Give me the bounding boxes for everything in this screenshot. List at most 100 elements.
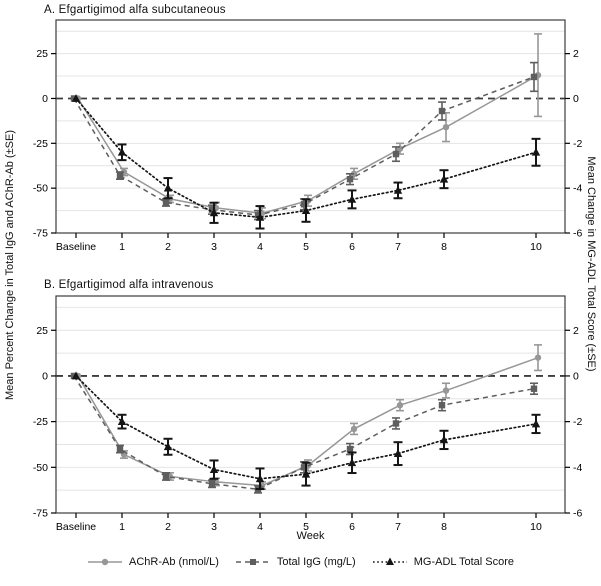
data-point <box>393 449 403 458</box>
achr-line-circle-icon <box>88 558 122 566</box>
data-point <box>255 474 265 483</box>
svg-text:0: 0 <box>573 370 579 382</box>
panel: 25 0 -25 -50 -75 2 0 -2 -4 -6 Baseline 1 2 3 4 5 6 7 8 10 <box>33 19 582 253</box>
svg-text:8: 8 <box>441 241 447 253</box>
data-point <box>300 464 308 471</box>
data-point <box>442 387 450 394</box>
svg-text:-6: -6 <box>573 508 582 520</box>
svg-text:2: 2 <box>165 521 171 533</box>
igg-line-square-icon <box>235 559 270 565</box>
data-point <box>71 371 81 380</box>
data-point <box>301 469 311 478</box>
svg-text:2: 2 <box>573 48 579 60</box>
svg-text:3: 3 <box>211 521 217 533</box>
svg-text:5: 5 <box>303 241 309 253</box>
data-point <box>346 175 354 183</box>
svg-text:-75: -75 <box>33 508 48 520</box>
data-point <box>442 123 450 131</box>
panel: 25 0 -25 -50 -75 2 0 -2 -4 -6 Baseline 1 2 3 4 5 6 7 8 10 <box>33 295 582 533</box>
svg-text:2: 2 <box>165 241 171 253</box>
svg-text:0: 0 <box>42 370 48 382</box>
data-point <box>530 385 538 392</box>
series-mgadl <box>71 94 541 230</box>
series-igg <box>70 372 538 494</box>
data-point <box>347 458 357 467</box>
svg-text:-50: -50 <box>33 462 48 474</box>
svg-text:6: 6 <box>349 521 355 533</box>
data-point <box>301 206 311 214</box>
legend-label-igg: Total IgG (mg/L) <box>276 556 356 568</box>
svg-text:-50: -50 <box>33 183 48 195</box>
svg-text:1: 1 <box>119 521 125 533</box>
panel-b-title: B. Efgartigimod alfa intravenous <box>44 279 214 291</box>
data-point <box>71 94 81 102</box>
data-point <box>439 435 449 444</box>
svg-text:-25: -25 <box>33 138 48 150</box>
data-point <box>163 442 173 451</box>
x-axis-label: Week <box>296 530 325 542</box>
series-mgadl <box>71 371 541 491</box>
mgadl-line-triangle-icon <box>372 557 407 565</box>
data-point <box>300 201 308 208</box>
svg-text:-4: -4 <box>573 183 582 195</box>
data-point <box>392 420 400 427</box>
data-point <box>530 73 538 81</box>
svg-text:1: 1 <box>119 241 125 253</box>
data-point <box>117 147 127 156</box>
data-point <box>162 473 170 480</box>
data-point <box>531 419 541 428</box>
data-point <box>254 211 262 219</box>
svg-text:-25: -25 <box>33 416 48 428</box>
data-point <box>396 401 404 409</box>
svg-text:7: 7 <box>395 521 401 533</box>
data-point <box>393 186 403 194</box>
data-point <box>531 147 541 156</box>
legend-item-igg: Total IgG (mg/L) <box>235 556 356 568</box>
data-point <box>208 206 216 213</box>
data-point <box>350 425 358 433</box>
data-point <box>116 445 124 453</box>
data-point <box>534 354 542 361</box>
svg-text:25: 25 <box>36 325 48 337</box>
data-point <box>392 150 400 158</box>
svg-text:10: 10 <box>530 241 542 253</box>
data-point <box>116 172 124 179</box>
chart-legend: AChR-Ab (nmol/L) Total IgG (mg/L) MG-ADL… <box>0 556 601 568</box>
svg-text:6: 6 <box>349 241 355 253</box>
data-point <box>438 401 446 409</box>
data-point <box>439 174 449 183</box>
svg-text:Baseline: Baseline <box>56 241 96 253</box>
data-point <box>438 107 446 115</box>
svg-text:2: 2 <box>573 325 579 337</box>
data-point <box>163 183 173 192</box>
data-point <box>117 417 127 426</box>
svg-text:0: 0 <box>573 93 579 105</box>
svg-text:7: 7 <box>395 241 401 253</box>
svg-text:4: 4 <box>257 241 263 253</box>
data-point <box>347 194 357 203</box>
svg-text:10: 10 <box>530 521 542 533</box>
panel-a-title: A. Efgartigimod alfa subcutaneous <box>44 4 226 16</box>
legend-label-achr: AChR-Ab (nmol/L) <box>129 556 219 568</box>
svg-text:-2: -2 <box>573 138 582 150</box>
svg-text:-2: -2 <box>573 416 582 428</box>
svg-text:5: 5 <box>303 521 309 533</box>
data-point <box>209 208 219 217</box>
data-point <box>208 480 216 487</box>
svg-text:-75: -75 <box>33 228 48 240</box>
svg-text:25: 25 <box>36 48 48 60</box>
legend-label-mgadl: MG-ADL Total Score <box>413 556 514 568</box>
data-point <box>346 445 354 453</box>
legend-item-mgadl: MG-ADL Total Score <box>372 556 514 568</box>
svg-text:Baseline: Baseline <box>56 521 96 533</box>
series-achr <box>74 33 542 220</box>
svg-text:3: 3 <box>211 241 217 253</box>
data-point <box>162 199 170 206</box>
svg-text:8: 8 <box>441 521 447 533</box>
svg-text:-4: -4 <box>573 462 582 474</box>
legend-item-achr: AChR-Ab (nmol/L) <box>87 556 219 568</box>
data-point <box>209 465 219 473</box>
svg-text:4: 4 <box>257 521 263 533</box>
